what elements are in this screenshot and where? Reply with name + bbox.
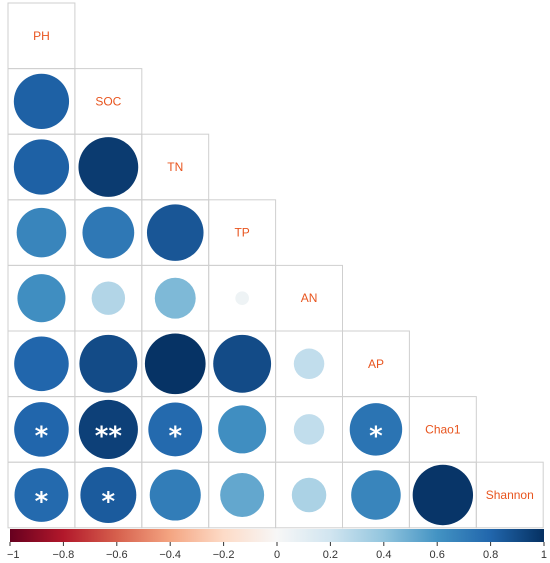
corr-circle-ap-tp: [213, 334, 272, 393]
corr-circle-an-tn: [154, 277, 196, 319]
corr-circle-chao1-tp: [218, 405, 267, 454]
color-legend-tick-label: −0.4: [159, 549, 181, 561]
variable-label-ph: PH: [33, 29, 50, 43]
corr-circle-chao1-soc: [78, 399, 138, 459]
significance-mark-shannon-soc: *: [102, 487, 116, 517]
corr-circle-an-tp: [235, 291, 249, 306]
significance-mark-chao1-ph: *: [35, 421, 49, 451]
variable-label-tp: TP: [234, 226, 249, 240]
corr-circle-soc-ph: [13, 73, 70, 130]
color-legend-tick-label: 0.4: [376, 549, 391, 561]
variable-label-ap: AP: [368, 357, 384, 371]
corr-circle-chao1-ap: [349, 403, 403, 456]
color-legend-tick-label: −1: [7, 549, 20, 561]
color-legend-tick-label: 0.2: [323, 549, 338, 561]
corr-circle-shannon-ph: [14, 468, 69, 522]
variable-label-chao1: Chao1: [425, 422, 461, 436]
corr-circle-ap-an: [293, 348, 325, 380]
variable-label-tn: TN: [167, 160, 183, 174]
variable-label-shannon: Shannon: [486, 488, 534, 502]
color-legend-tick-label: −0.6: [106, 549, 128, 561]
corr-circle-shannon-tn: [149, 469, 201, 521]
color-legend-tick-label: 0: [274, 549, 280, 561]
significance-mark-chao1-tn: *: [168, 421, 182, 451]
corr-circle-shannon-tp: [220, 473, 265, 517]
color-legend-ticks: −1 −0.8 −0.6 −0.4 −0.2 0 0.2 0.4 0.6 0.8 1: [7, 542, 547, 561]
corr-circle-shannon-ap: [351, 470, 401, 520]
corr-circle-tn-ph: [13, 139, 70, 195]
corr-circle-chao1-ph: [14, 402, 69, 457]
color-legend-tick-label: −0.2: [213, 549, 235, 561]
corr-circle-ap-soc: [79, 334, 138, 393]
color-legend: −1 −0.8 −0.6 −0.4 −0.2 0 0.2 0.4 0.6 0.8 1: [7, 529, 547, 561]
corr-circle-chao1-tn: [148, 402, 203, 457]
corr-circle-tp-ph: [16, 207, 67, 258]
corr-circle-shannon-chao1: [412, 464, 474, 526]
cell-shannon-shannon: [475, 461, 544, 529]
color-legend-tick-label: 0.6: [430, 549, 445, 561]
corr-circle-tp-soc: [82, 206, 135, 259]
variable-label-soc: SOC: [95, 94, 121, 108]
corr-circle-shannon-an: [291, 477, 327, 513]
color-legend-tick-label: 1: [541, 549, 547, 561]
corr-circle-ap-ph: [14, 336, 69, 392]
color-legend-tick-label: 0.8: [483, 549, 498, 561]
corr-circle-tp-tn: [146, 204, 204, 261]
significance-mark-chao1-ap: *: [369, 421, 383, 451]
corr-circle-shannon-soc: [80, 467, 137, 523]
variable-label-an: AN: [301, 291, 318, 305]
corr-circle-chao1-an: [293, 414, 325, 445]
corr-circle-ap-tn: [144, 333, 206, 395]
significance-mark-chao1-soc: **: [95, 421, 123, 451]
corr-circle-an-soc: [91, 281, 126, 315]
corr-circle-tn-soc: [78, 137, 139, 197]
corr-circle-an-ph: [17, 274, 66, 323]
color-legend-bar: [10, 529, 544, 542]
significance-mark-shannon-ph: *: [35, 487, 49, 517]
color-legend-tick-label: −0.8: [53, 549, 75, 561]
